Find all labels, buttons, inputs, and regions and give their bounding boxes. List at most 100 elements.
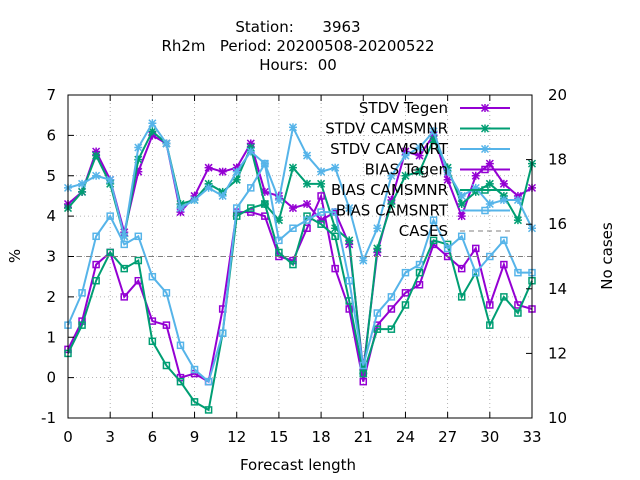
data-point (106, 248, 114, 257)
series-line (67, 133, 533, 370)
data-point (148, 272, 157, 281)
data-point (471, 171, 480, 180)
data-point (204, 377, 213, 386)
data-point (78, 179, 87, 188)
x-tick-label: 9 (190, 428, 200, 446)
data-point (401, 301, 410, 309)
data-point (176, 204, 185, 213)
series-line (67, 202, 533, 412)
y-tick-label: 1 (46, 328, 56, 346)
y-axis-label: % (6, 249, 24, 263)
data-point (415, 143, 424, 152)
data-point (429, 236, 438, 245)
data-point (485, 179, 494, 188)
ticks: 0 3 6 9 12 15 18 21 24 27 30 33-1012345671012141618… (41, 86, 567, 446)
data-point (92, 151, 101, 160)
data-point (246, 147, 255, 156)
data-point (387, 325, 396, 333)
data-point (92, 171, 101, 180)
legend-marker (481, 165, 489, 174)
data-point (120, 240, 128, 249)
data-point (78, 321, 86, 329)
data-point (415, 260, 424, 269)
data-point (275, 236, 283, 245)
data-point (275, 248, 283, 257)
data-point (457, 232, 466, 241)
data-point (331, 163, 340, 172)
legend-marker (481, 206, 489, 215)
legend-label: STDV Tegen (359, 99, 448, 117)
data-point (162, 321, 171, 329)
data-point (288, 123, 298, 132)
y-tick-label: 5 (46, 167, 56, 185)
data-point (274, 195, 283, 205)
series-5 (64, 159, 536, 386)
y-tick-label: 6 (46, 126, 56, 144)
x-tick-label: 0 (63, 428, 73, 446)
data-point (485, 199, 494, 209)
data-point (457, 264, 466, 273)
y-tick-label: -1 (41, 409, 56, 427)
series-0 (63, 131, 537, 374)
data-point (162, 289, 171, 297)
y2-tick-label: 20 (548, 86, 567, 104)
legend-marker (481, 186, 489, 194)
data-point (401, 289, 410, 297)
data-point (302, 199, 312, 209)
data-point (359, 377, 368, 386)
data-point (134, 256, 143, 265)
data-point (359, 256, 368, 265)
series-line (67, 129, 533, 374)
legend-label: STDV CAMSNRT (330, 140, 449, 158)
data-point (429, 216, 438, 224)
data-point (373, 244, 382, 253)
data-point (486, 321, 494, 329)
x-tick-label: 33 (522, 428, 541, 446)
x-tick-label: 6 (148, 428, 158, 446)
data-point (345, 204, 354, 213)
data-point (331, 232, 339, 241)
data-point (303, 216, 311, 224)
data-point (176, 377, 185, 386)
data-point (387, 293, 396, 301)
data-point (514, 309, 522, 317)
data-point (92, 260, 100, 269)
data-point (204, 163, 213, 172)
legend: STDV Tegen STDV CAMSMNR STDV CAMSNRT BIAS T… (325, 99, 510, 240)
data-point (162, 361, 171, 370)
data-point (288, 204, 298, 213)
data-point (345, 236, 354, 245)
y-tick-label: 0 (46, 369, 56, 387)
data-point (317, 208, 325, 216)
data-point (415, 167, 424, 176)
series-line (67, 121, 533, 264)
data-point (373, 325, 382, 333)
data-point (443, 244, 452, 253)
data-point (457, 212, 466, 221)
x-tick-label: 24 (396, 428, 415, 446)
y2-tick-label: 12 (548, 344, 567, 362)
data-point (457, 191, 466, 200)
data-point (289, 224, 297, 232)
legend-label: CASES (399, 222, 448, 240)
y2-axis-label: No cases (598, 222, 616, 290)
legend-label: STDV CAMSMNR (325, 120, 448, 138)
data-point (499, 179, 508, 188)
data-point (500, 293, 508, 301)
data-point (120, 293, 128, 301)
x-tick-label: 21 (354, 428, 373, 446)
data-point (443, 167, 452, 176)
data-point (486, 301, 494, 309)
legend-marker (480, 103, 490, 113)
series-layer (63, 119, 537, 414)
data-point (218, 329, 227, 337)
data-point (302, 179, 312, 188)
data-point (317, 192, 325, 200)
data-point (345, 276, 353, 285)
y2-tick-label: 14 (548, 280, 567, 298)
data-point (120, 264, 128, 273)
data-point (289, 260, 297, 269)
data-point (373, 309, 382, 317)
data-point (513, 216, 522, 225)
